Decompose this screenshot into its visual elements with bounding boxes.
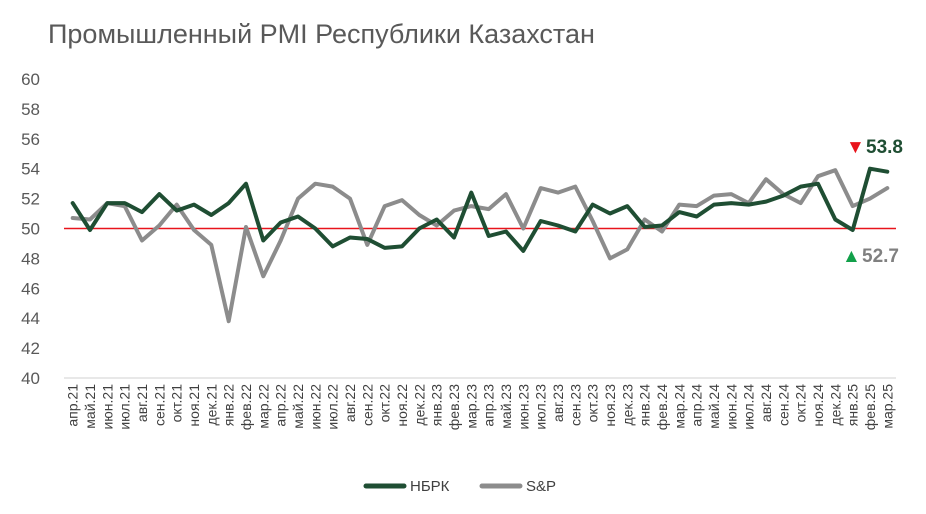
down-triangle-icon: ▼ — [846, 137, 865, 158]
x-tick-label: июл.23 — [533, 384, 549, 430]
x-tick-label: авг.21 — [134, 384, 150, 422]
x-tick-label: ноя.24 — [810, 384, 826, 427]
x-tick-label: дек.23 — [619, 384, 635, 426]
chart-title: Промышленный PMI Республики Казахстан — [48, 19, 595, 49]
y-tick-label: 60 — [21, 70, 40, 89]
x-axis-ticks: апр.21май.21июн.21июл.21авг.21сен.21окт.… — [65, 384, 896, 430]
y-tick-label: 40 — [21, 369, 40, 388]
legend-label-sp: S&P — [526, 478, 556, 495]
y-axis-ticks: 40 42 44 46 48 50 52 54 56 58 60 — [21, 70, 40, 388]
x-tick-label: окт.24 — [793, 384, 809, 423]
x-tick-label: апр.22 — [273, 384, 289, 427]
x-tick-label: янв.24 — [637, 384, 653, 426]
x-tick-label: апр.23 — [481, 384, 497, 427]
x-tick-label: фев.24 — [654, 384, 670, 430]
up-triangle-icon: ▲ — [842, 246, 861, 267]
x-tick-label: июн.24 — [723, 384, 739, 430]
y-tick-label: 42 — [21, 339, 40, 358]
series-line-sp — [73, 170, 888, 321]
y-tick-label: 50 — [21, 220, 40, 239]
legend: НБРК S&P — [366, 478, 556, 495]
x-tick-label: авг.23 — [550, 384, 566, 422]
x-tick-label: мар.23 — [463, 384, 479, 429]
x-tick-label: окт.23 — [585, 384, 601, 423]
x-tick-label: сен.21 — [151, 384, 167, 426]
y-tick-label: 58 — [21, 100, 40, 119]
x-tick-label: окт.22 — [377, 384, 393, 423]
x-tick-label: фев.22 — [238, 384, 254, 430]
y-tick-label: 54 — [21, 160, 40, 179]
x-tick-label: сен.23 — [567, 384, 583, 426]
y-tick-label: 44 — [21, 309, 40, 328]
x-tick-label: сен.24 — [775, 384, 791, 426]
y-tick-label: 56 — [21, 130, 40, 149]
x-tick-label: май.24 — [706, 384, 722, 429]
x-tick-label: апр.21 — [65, 384, 81, 427]
x-tick-label: май.22 — [290, 384, 306, 429]
x-tick-label: фев.23 — [446, 384, 462, 430]
sp-last-value-label: 52.7 — [862, 246, 899, 267]
x-tick-label: июл.22 — [325, 384, 341, 430]
y-tick-label: 48 — [21, 249, 40, 268]
x-tick-label: авг.22 — [342, 384, 358, 422]
x-tick-label: мар.24 — [671, 384, 687, 429]
x-tick-label: июн.23 — [515, 384, 531, 430]
x-tick-label: июн.21 — [99, 384, 115, 430]
x-tick-label: окт.21 — [169, 384, 185, 423]
x-tick-label: май.21 — [82, 384, 98, 429]
x-tick-label: апр.24 — [689, 384, 705, 427]
x-tick-label: мар.22 — [255, 384, 271, 429]
x-tick-label: май.23 — [498, 384, 514, 429]
legend-label-nbrk: НБРК — [410, 478, 450, 495]
x-tick-label: янв.23 — [429, 384, 445, 426]
x-tick-label: июл.24 — [741, 384, 757, 430]
x-tick-label: фев.25 — [862, 384, 878, 430]
x-tick-label: янв.25 — [845, 384, 861, 426]
x-tick-label: июн.22 — [307, 384, 323, 430]
x-tick-label: ноя.22 — [394, 384, 410, 427]
x-tick-label: июл.21 — [117, 384, 133, 430]
x-tick-label: дек.24 — [827, 384, 843, 426]
y-tick-label: 46 — [21, 279, 40, 298]
x-tick-label: янв.22 — [221, 384, 237, 426]
x-tick-label: дек.22 — [411, 384, 427, 426]
x-tick-label: сен.22 — [359, 384, 375, 426]
x-tick-label: авг.24 — [758, 384, 774, 422]
series-group — [73, 169, 888, 322]
nbrk-last-value-label: 53.8 — [866, 137, 903, 158]
x-tick-label: ноя.23 — [602, 384, 618, 427]
x-tick-label: мар.25 — [879, 384, 895, 429]
x-tick-label: дек.21 — [203, 384, 219, 426]
y-tick-label: 52 — [21, 190, 40, 209]
x-tick-label: ноя.21 — [186, 384, 202, 427]
